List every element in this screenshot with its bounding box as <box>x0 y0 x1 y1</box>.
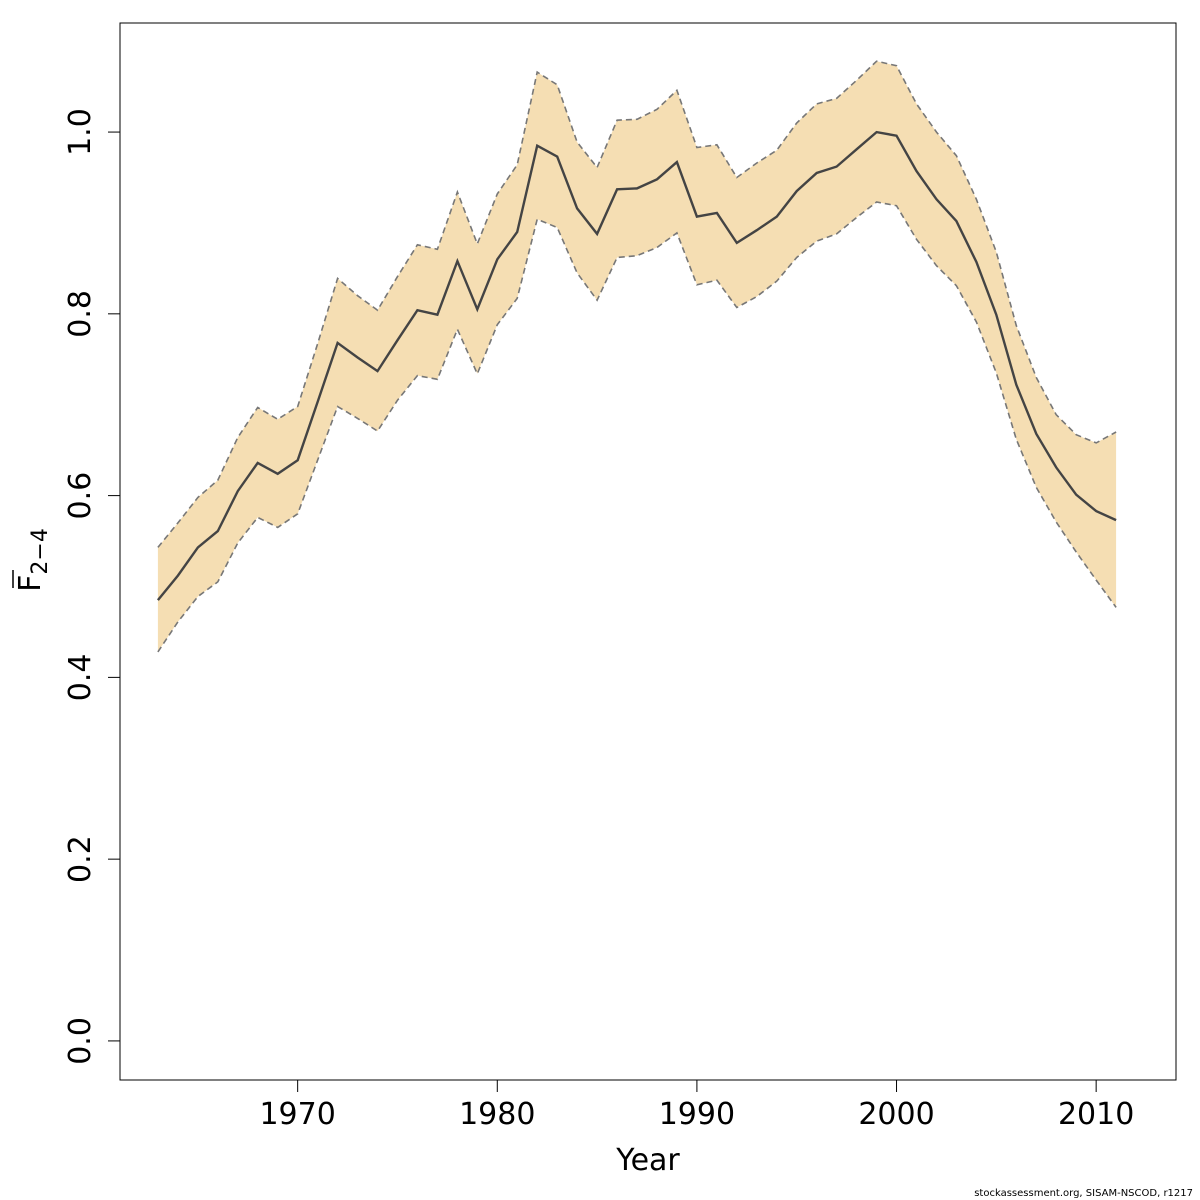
y-axis-title: F2−4 <box>12 528 53 592</box>
y-tick-label: 1.0 <box>63 108 98 156</box>
lower-bound-line <box>157 201 1117 653</box>
y-tick-label: 0.4 <box>63 654 98 702</box>
confidence-band-layer <box>157 61 1117 652</box>
y-tick-label: 0.2 <box>63 835 98 883</box>
svg-text:F2−4: F2−4 <box>13 528 53 592</box>
estimate-line <box>156 130 1117 601</box>
x-axis-title: Year <box>615 1143 680 1178</box>
x-axis: 1970 1980 1990 2000 2010 <box>259 1079 1134 1132</box>
x-tick-label: 1980 <box>459 1097 535 1132</box>
y-tick-label: 0.0 <box>63 1017 98 1065</box>
y-tick-label: 0.6 <box>63 472 98 520</box>
y-tick-label: 0.8 <box>63 290 98 338</box>
y-axis-title-sub: 2−4 <box>28 528 53 574</box>
y-axis: 0.0 0.2 0.4 0.6 0.8 1.0 <box>63 108 121 1065</box>
x-tick-label: 2000 <box>858 1097 934 1132</box>
x-tick-label: 1990 <box>659 1097 735 1132</box>
y-axis-title-main: F <box>13 575 48 592</box>
confidence-band <box>157 61 1117 652</box>
estimate-line-layer <box>156 60 1117 653</box>
footer-credit: stockassessment.org, SISAM-NSCOD, r1217 <box>974 1188 1193 1199</box>
x-tick-label: 2010 <box>1058 1097 1134 1132</box>
x-tick-label: 1970 <box>259 1097 335 1132</box>
upper-bound-line <box>157 60 1117 548</box>
